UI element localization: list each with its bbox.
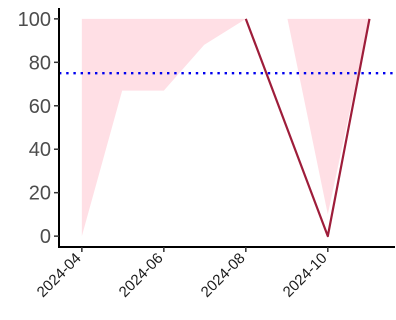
x-axis-ticks: 2024-04 2024-06 2024-08 2024-10 [34,247,331,301]
y-tick-label: 80 [29,52,51,74]
ribbon-layer [81,18,370,237]
y-tick-label: 0 [40,226,51,248]
y-axis-ticks: 0 20 40 60 80 100 [18,9,59,248]
x-tick-label: 2024-08 [198,250,249,301]
series-layer [244,18,371,238]
x-tick-label: 2024-06 [116,250,167,301]
y-tick-label: 20 [29,183,51,205]
series-line-1 [244,18,371,238]
x-tick-label: 2024-10 [280,250,331,301]
axes [58,8,395,248]
y-tick-label: 60 [29,96,51,118]
y-tick-label: 40 [29,139,51,161]
ribbon-segment-1 [81,18,246,237]
ribbon-segment-2 [287,18,370,215]
x-tick-label: 2024-04 [34,250,85,301]
y-tick-label: 100 [18,9,51,31]
